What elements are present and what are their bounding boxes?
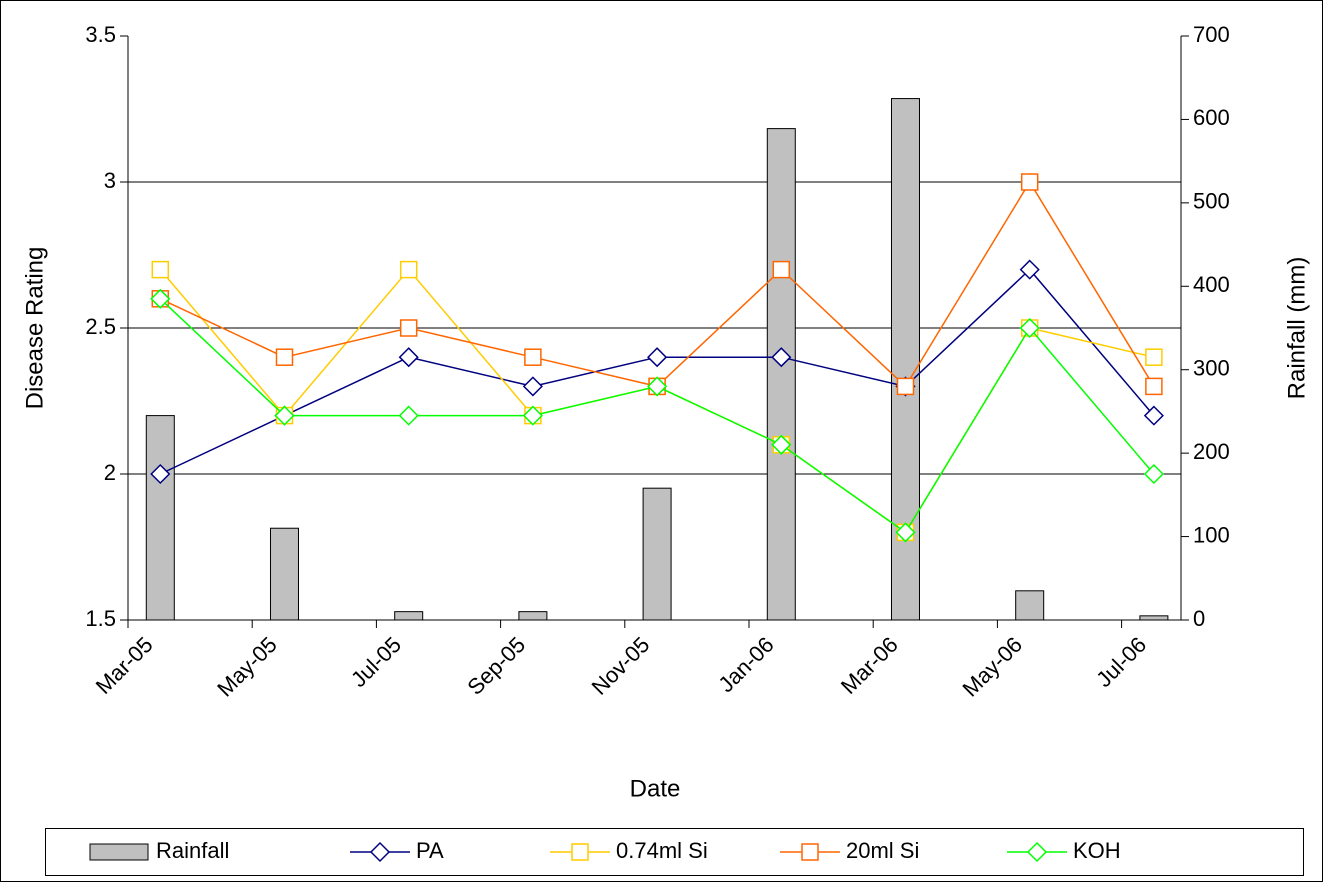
point [275, 348, 294, 366]
point [1020, 173, 1039, 191]
bar [766, 128, 796, 621]
point [771, 347, 792, 368]
point [1143, 405, 1164, 426]
point [896, 377, 915, 396]
x-axis-title: Date [630, 775, 681, 802]
point [150, 463, 171, 485]
point [1145, 348, 1163, 366]
y-axis-title: Disease Rating [21, 247, 48, 410]
bar [518, 611, 548, 621]
point [1145, 377, 1163, 396]
legend-label: Rainfall [156, 838, 229, 863]
bar [642, 487, 672, 621]
point [1143, 463, 1164, 485]
y2-tick-label: 200 [1193, 439, 1230, 464]
y2-tick-label: 400 [1193, 272, 1230, 297]
point [647, 347, 668, 368]
legend-label: PA [416, 838, 444, 863]
legend-label: KOH [1073, 838, 1121, 863]
legend-marker [1026, 841, 1048, 863]
bar [145, 415, 175, 621]
point [772, 260, 791, 279]
point [399, 260, 418, 279]
point [398, 405, 419, 426]
point [522, 376, 543, 397]
legend-marker [369, 841, 391, 863]
legend-box [45, 828, 1304, 876]
point [150, 288, 171, 309]
y2-tick-label: 100 [1193, 522, 1230, 547]
y-tick-label: 2.5 [85, 314, 116, 339]
point [524, 348, 542, 366]
point [647, 376, 668, 397]
point [895, 522, 916, 543]
point [522, 405, 543, 426]
y2-axis-title: Rainfall (mm) [1283, 257, 1310, 400]
point [398, 347, 419, 368]
y2-tick-label: 600 [1193, 105, 1230, 130]
y2-tick-label: 300 [1193, 356, 1230, 381]
legend-label: 20ml Si [846, 838, 919, 863]
y-tick-label: 1.5 [85, 606, 116, 631]
y-tick-label: 3 [104, 168, 116, 193]
point [1019, 317, 1040, 339]
point [1019, 259, 1040, 280]
point [771, 434, 792, 455]
bar [1015, 590, 1045, 621]
y-tick-label: 3.5 [85, 22, 116, 47]
point [151, 260, 170, 279]
bar [394, 611, 424, 621]
y2-tick-label: 500 [1193, 189, 1230, 214]
bar [1139, 615, 1169, 621]
legend-swatch [89, 843, 149, 861]
y2-tick-label: 0 [1193, 606, 1205, 631]
point [274, 405, 295, 426]
y2-tick-label: 700 [1193, 22, 1230, 47]
point [399, 319, 418, 337]
legend-marker [801, 843, 819, 861]
legend-label: 0.74ml Si [616, 838, 708, 863]
y-tick-label: 2 [104, 460, 116, 485]
bar [269, 527, 299, 621]
legend-marker [571, 843, 589, 861]
